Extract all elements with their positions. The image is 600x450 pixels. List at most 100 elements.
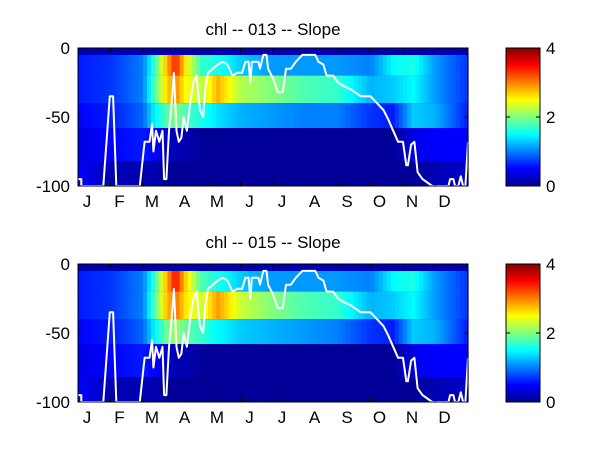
heatmap-cell <box>232 270 238 292</box>
heatmap-cell <box>447 103 453 129</box>
heatmap-cell <box>362 103 368 129</box>
heatmap-cell <box>175 291 181 320</box>
heatmap-cell <box>431 54 437 76</box>
heatmap-cell <box>86 319 91 345</box>
heatmap-cell <box>159 319 164 345</box>
heatmap-cell <box>86 291 91 320</box>
heatmap-cell <box>216 377 221 402</box>
heatmap-cell <box>321 377 327 402</box>
heatmap-cell <box>293 377 298 402</box>
mixed-layer-depth-line <box>78 269 469 403</box>
heatmap-cell <box>346 54 351 76</box>
heatmap-cell <box>382 270 388 292</box>
heatmap-cell <box>248 344 254 378</box>
heatmap-cell <box>228 319 233 345</box>
colorbar-ticks-1: 0 2 4 <box>506 39 555 196</box>
y-tick-label: -100 <box>36 177 70 196</box>
heatmap-cell <box>427 103 433 129</box>
heatmap-cell <box>463 54 469 76</box>
heatmap-cell <box>232 344 238 378</box>
heatmap-cell <box>317 54 323 76</box>
heatmap-cell <box>94 377 99 402</box>
heatmap-cell <box>240 344 246 378</box>
heatmap-cell <box>224 319 229 345</box>
heatmap-cell <box>366 103 372 129</box>
heatmap-cell <box>94 319 99 345</box>
heatmap-cell <box>358 103 363 129</box>
heatmap-cell <box>439 54 445 76</box>
heatmap-cell <box>102 344 108 378</box>
heatmap-cell <box>199 344 205 378</box>
heatmap-cell <box>289 270 294 292</box>
heatmap-cell <box>138 128 144 162</box>
heatmap-cell <box>386 75 392 104</box>
heatmap-cell <box>236 161 242 186</box>
heatmap-cell <box>256 319 262 345</box>
heatmap-cell <box>297 377 303 402</box>
heatmap-cell <box>333 54 339 76</box>
heatmap-cell <box>390 344 396 378</box>
heatmap-cell <box>451 75 457 104</box>
heatmap-cell <box>354 103 359 129</box>
heatmap-cell <box>90 54 95 76</box>
heatmap-cell <box>122 161 128 186</box>
heatmap-cell <box>191 270 197 292</box>
heatmap-cell <box>252 291 258 320</box>
heatmap-cell <box>447 377 453 402</box>
heatmap-cell <box>411 319 416 345</box>
colorbar-tick-label: 2 <box>546 324 555 343</box>
heatmap-cell <box>264 344 270 378</box>
heatmap-cell <box>354 344 359 378</box>
heatmap-cell <box>138 103 144 129</box>
heatmap-cell <box>419 54 424 76</box>
heatmap-cell <box>183 128 189 162</box>
heatmap-cell <box>138 291 144 320</box>
heatmap-cell <box>94 270 99 292</box>
heatmap-cell <box>411 161 416 186</box>
heatmap-cell <box>325 54 331 76</box>
heatmap-cell <box>415 128 420 162</box>
heatmap-cell <box>203 54 209 76</box>
heatmap-cell <box>289 103 294 129</box>
y-tick-label: -100 <box>36 393 70 412</box>
heatmap-cell <box>301 54 307 76</box>
heatmap-cell <box>435 344 441 378</box>
heatmap-cell <box>260 75 266 104</box>
heatmap-cell <box>256 75 262 104</box>
heatmap-cell <box>415 54 420 76</box>
heatmap-cell <box>277 291 282 320</box>
heatmap-cell <box>114 319 120 345</box>
heatmap-cell <box>244 128 250 162</box>
heatmap-cell <box>126 270 132 292</box>
heatmap-cell <box>268 75 274 104</box>
heatmap-cell <box>114 161 120 186</box>
heatmap-cell <box>130 161 136 186</box>
heatmap-cell <box>195 344 201 378</box>
heatmap-cell <box>386 291 392 320</box>
heatmap-cell <box>191 103 197 129</box>
heatmap-cell <box>240 103 246 129</box>
heatmap-cell <box>256 103 262 129</box>
heatmap-cell <box>415 319 420 345</box>
heatmap-cell <box>106 291 112 320</box>
heatmap-cell <box>390 291 396 320</box>
heatmap-cell <box>187 54 193 76</box>
heatmap-cell <box>126 344 132 378</box>
heatmap-cell <box>228 128 233 162</box>
heatmap-cell <box>252 103 258 129</box>
heatmap-cell <box>297 161 303 186</box>
heatmap-cell <box>167 54 173 76</box>
heatmap-cell <box>370 344 376 378</box>
heatmap-cell <box>321 344 327 378</box>
heatmap-cell <box>163 270 168 292</box>
heatmap-cell <box>273 75 278 104</box>
heatmap-cell <box>439 128 445 162</box>
heatmap-cell <box>159 291 164 320</box>
heatmap-cell <box>199 161 205 186</box>
heatmap-cell <box>191 161 197 186</box>
heatmap-cell <box>126 377 132 402</box>
heatmap-cell <box>354 377 359 402</box>
heatmap-cell <box>163 161 168 186</box>
heatmap-cell <box>159 54 164 76</box>
